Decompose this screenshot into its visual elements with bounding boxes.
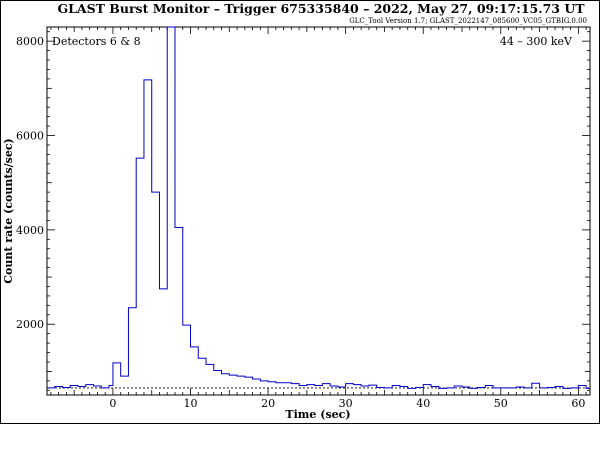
x-tick-label: 50 <box>494 397 508 410</box>
series-lightcurve <box>47 26 590 389</box>
figure-frame <box>0 0 600 424</box>
y-tick-label: 8000 <box>16 35 44 48</box>
y-tick-label: 6000 <box>16 130 44 143</box>
x-tick-label: 30 <box>339 397 353 410</box>
x-tick-label: 0 <box>109 397 116 410</box>
chart-title: GLAST Burst Monitor – Trigger 675335840 … <box>57 1 585 16</box>
y-axis-label: Count rate (counts/sec) <box>2 138 15 283</box>
detectors-label: Detectors 6 & 8 <box>52 35 141 48</box>
chart-subtitle: GLC_Tool Version 1.7; GLAST_2022147_0856… <box>349 17 587 25</box>
x-tick-label: 10 <box>184 397 198 410</box>
x-tick-label: 60 <box>571 397 585 410</box>
x-axis-label: Time (sec) <box>285 408 350 421</box>
y-tick-label: 2000 <box>16 318 44 331</box>
y-tick-label: 4000 <box>16 224 44 237</box>
x-tick-label: 40 <box>416 397 430 410</box>
x-tick-label: 20 <box>261 397 275 410</box>
energy-range-label: 44 – 300 keV <box>500 35 573 48</box>
